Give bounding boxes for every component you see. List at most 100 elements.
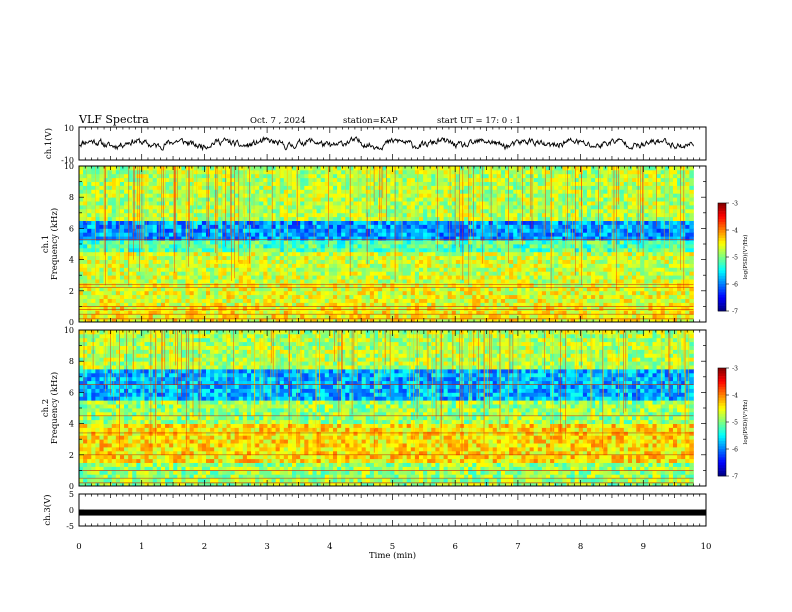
spectrogram-cell [332,228,338,233]
spectrogram-cell [83,201,88,206]
spectrogram-cell [304,205,309,210]
spectrogram-cell [533,197,539,202]
spectrogram-cell [394,169,399,175]
spectrogram-cell [337,247,342,253]
spectrogram-cell [332,240,338,245]
spectrogram-cell [132,236,137,241]
spectrogram-cell [492,251,498,257]
spectrogram-cell [95,310,100,315]
spectrogram-cell [361,224,367,229]
spectrogram-cell [525,302,531,307]
spectrogram-cell [345,197,350,202]
spectrogram-cell [439,290,444,296]
spectrogram-cell [201,181,207,186]
spectrogram-cell [550,185,555,190]
spectrogram-cell [185,275,191,280]
spectrogram-cell [353,279,358,284]
spectrogram-cell [292,232,297,237]
spectrogram-cell [500,318,506,323]
spectrogram-cell [263,189,268,194]
spectrogram-cell [95,224,100,229]
spectrogram-cell [144,224,150,229]
spectrogram-cell [500,286,506,292]
spectrogram-cell [300,259,305,264]
spectrogram-cell [402,275,408,280]
spectrogram-cell [517,189,522,194]
spectrogram-cell [521,224,526,229]
spectrogram-cell [230,294,236,299]
spectrogram-cell [312,193,317,198]
spectrogram-cell [308,201,313,206]
spectrogram-cell [328,208,334,214]
spectrogram-cell [550,197,555,202]
spectrogram-cell [345,228,350,233]
spectrogram-cell [398,294,404,299]
spectrogram-cell [529,236,535,241]
spectrogram-cell [169,294,174,299]
spectrogram-cell [169,224,174,229]
spectrogram-cell [533,251,539,257]
spectrogram-cell [193,201,199,206]
spectrogram-cell [230,169,236,175]
spectrogram-cell [283,255,289,260]
spectrogram-cell [83,169,88,175]
spectrogram-cell [177,185,182,190]
spectrogram-cell [189,232,195,237]
spectrogram-cell [263,205,268,210]
spectrogram-cell [378,251,383,257]
spectrogram-cell [214,220,219,225]
spectrogram-cell [533,228,539,233]
spectrogram-cell [218,220,223,225]
spectrogram-cell [324,310,330,315]
spectrogram-cell [427,267,432,272]
spectrogram-cell [140,166,145,171]
spectrogram-cell [300,197,305,202]
spectrogram-cell [369,279,375,284]
spectrogram-cell [521,185,526,190]
spectrogram-cell [320,220,326,225]
spectrogram-cell [505,275,510,280]
spectrogram-cell [132,244,137,249]
spectrogram-cell [484,216,490,221]
spectrogram-cell [210,236,215,241]
spectrogram-cell [242,189,248,194]
spectrogram-cell [267,169,272,175]
spectrogram-cell [226,298,231,303]
spectrogram-cell [566,255,571,260]
spectrogram-cell [140,271,145,276]
spectrogram-cell [365,197,371,202]
spectrogram-cell [496,201,502,206]
spectrogram-cell [357,283,363,288]
spectrogram-cell [513,310,518,315]
spectrogram-cell [87,173,92,179]
spectrogram-cell [160,232,166,237]
spectrogram-cell [251,310,256,315]
spectrogram-cell [234,236,240,241]
spectrogram-cell [152,275,158,280]
spectrogram-cell [332,224,338,229]
spectrogram-cell [496,290,502,296]
spectrogram-cell [476,232,481,237]
spectrogram-cell [263,236,268,241]
spectrogram-cell [165,310,170,315]
spectrogram-cell [242,232,248,237]
spectrogram-cell [99,310,104,315]
spectrogram-cell [91,314,96,319]
spectrogram-cell [476,220,481,225]
spectrogram-cell [263,212,268,218]
spectrogram-cell [566,263,571,268]
spectrogram-cell [271,314,277,319]
spectrogram-cell [115,306,121,311]
spectrogram-cell [349,232,354,237]
spectrogram-cell [341,290,346,296]
spectrogram-cell [185,232,191,237]
spectrogram-cell [369,259,375,264]
spectrogram-cell [513,318,518,323]
spectrogram-cell [267,193,272,198]
spectrogram-cell [83,181,88,186]
spectrogram-cell [414,314,420,319]
spectrogram-cell [414,220,420,225]
spectrogram-cell [443,290,449,296]
spectrogram-cell [427,201,432,206]
spectrogram-cell [111,263,117,268]
